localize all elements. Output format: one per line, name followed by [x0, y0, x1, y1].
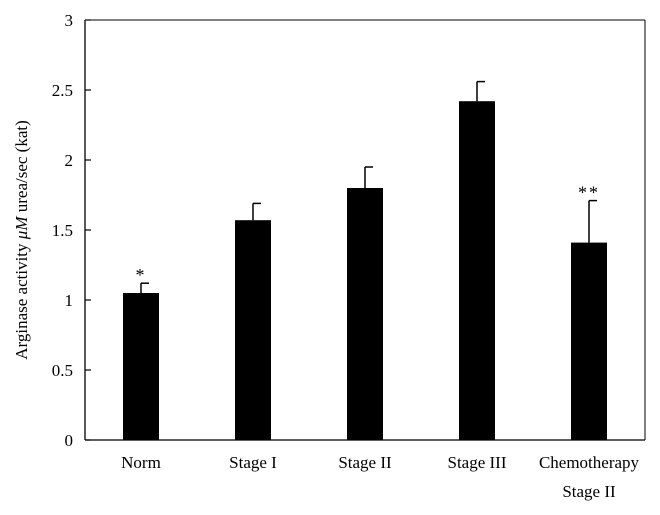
y-tick-label: 2.5	[52, 81, 73, 100]
x-category-label: Chemotherapy	[539, 453, 640, 472]
y-ticks: 0 0.5 1 1.5 2 2.5 3	[52, 11, 91, 450]
bar	[347, 188, 383, 440]
x-category-labels: Norm Stage I Stage II Stage III Chemotherapy…	[121, 453, 639, 501]
x-category-label: Stage I	[229, 453, 277, 472]
y-tick-label: 1.5	[52, 221, 73, 240]
bar	[571, 242, 607, 440]
significance-annotations: ***	[136, 183, 600, 286]
x-category-label: Norm	[121, 453, 161, 472]
bar	[235, 220, 271, 440]
x-category-label: Stage II	[338, 453, 392, 472]
x-category-label: Stage III	[447, 453, 506, 472]
y-axis-label: Arginase activity μM urea/sec (kat)	[12, 120, 31, 360]
plot-area: 00.511.522.53 *** Norm Stage I Stage II Sta…	[52, 11, 646, 501]
y-tick-label: 0	[65, 431, 74, 450]
significance-marker: **	[578, 183, 600, 203]
y-tick-label: 3	[65, 11, 74, 30]
bar	[459, 101, 495, 440]
x-category-label: Stage II	[562, 482, 616, 501]
bars	[123, 101, 607, 440]
significance-marker: *	[136, 265, 147, 285]
y-tick-label: 0.5	[52, 361, 73, 380]
y-tick-label: 2	[65, 151, 74, 170]
y-axis-label-unit-symbol: μM	[12, 216, 31, 241]
y-axis-label-main: Arginase activity	[12, 239, 31, 360]
y-tick-label: 1	[65, 291, 74, 310]
y-axis-label-rest: urea/sec (kat)	[12, 120, 31, 216]
error-bars	[140, 80, 597, 293]
bar	[123, 293, 159, 440]
